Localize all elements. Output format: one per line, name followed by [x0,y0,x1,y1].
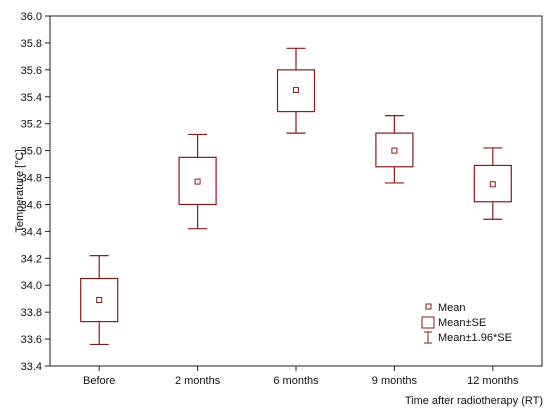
legend-mean-swatch [425,303,432,310]
box-group [178,133,217,230]
x-tick-label: 2 months [175,375,221,387]
legend: Mean Mean±SE Mean±1.96*SE [421,302,512,344]
y-tick-label: 33.6 [21,334,42,346]
y-tick-label: 35.0 [21,146,42,158]
se-box [80,277,119,323]
se-box [178,156,217,206]
y-tick-label: 33.4 [21,361,42,373]
y-tick-label: 34.0 [21,280,42,292]
series-layer [80,47,512,346]
se-box [375,132,414,168]
y-tick-label: 35.2 [21,119,42,131]
mean-marker [194,178,201,185]
mean-marker [489,181,496,188]
legend-ci-label: Mean±1.96*SE [438,332,512,344]
y-tick-label: 34.8 [21,173,42,185]
x-tick-label: Before [83,375,115,387]
se-box [276,69,316,113]
y-axis: 33.4 33.6 33.8 34.0 34.2 34.4 34.6 34.8 35.0 35.2… [21,11,50,373]
y-tick-label: 36.0 [21,11,42,23]
y-tick-label: 34.4 [21,226,42,238]
y-tick-label: 35.8 [21,38,42,50]
box-group [80,255,119,346]
x-axis: Before 2 months 6 months 9 months 12 months [83,366,519,387]
legend-se-swatch [421,316,435,329]
x-tick-label: 6 months [273,375,319,387]
mean-marker [293,87,299,94]
legend-se-label: Mean±SE [438,317,486,329]
legend-mean-label: Mean [438,302,466,314]
y-tick-label: 35.6 [21,65,42,77]
y-tick-label: 34.6 [21,199,42,211]
x-tick-label: 12 months [467,375,519,387]
x-axis-title: Time after radiotherapy (RT) [405,395,543,407]
y-tick-label: 33.8 [21,307,42,319]
y-tick-label: 35.4 [21,92,42,104]
box-group [473,147,512,220]
y-tick-label: 34.2 [21,253,42,265]
legend-ci-swatch [424,331,432,344]
se-box [473,164,512,203]
y-axis-title: Temperature [°C] [14,149,26,232]
mean-marker [96,297,103,304]
box-group [276,47,316,134]
mean-marker [391,147,398,154]
x-tick-label: 9 months [372,375,418,387]
box-group [375,115,414,184]
